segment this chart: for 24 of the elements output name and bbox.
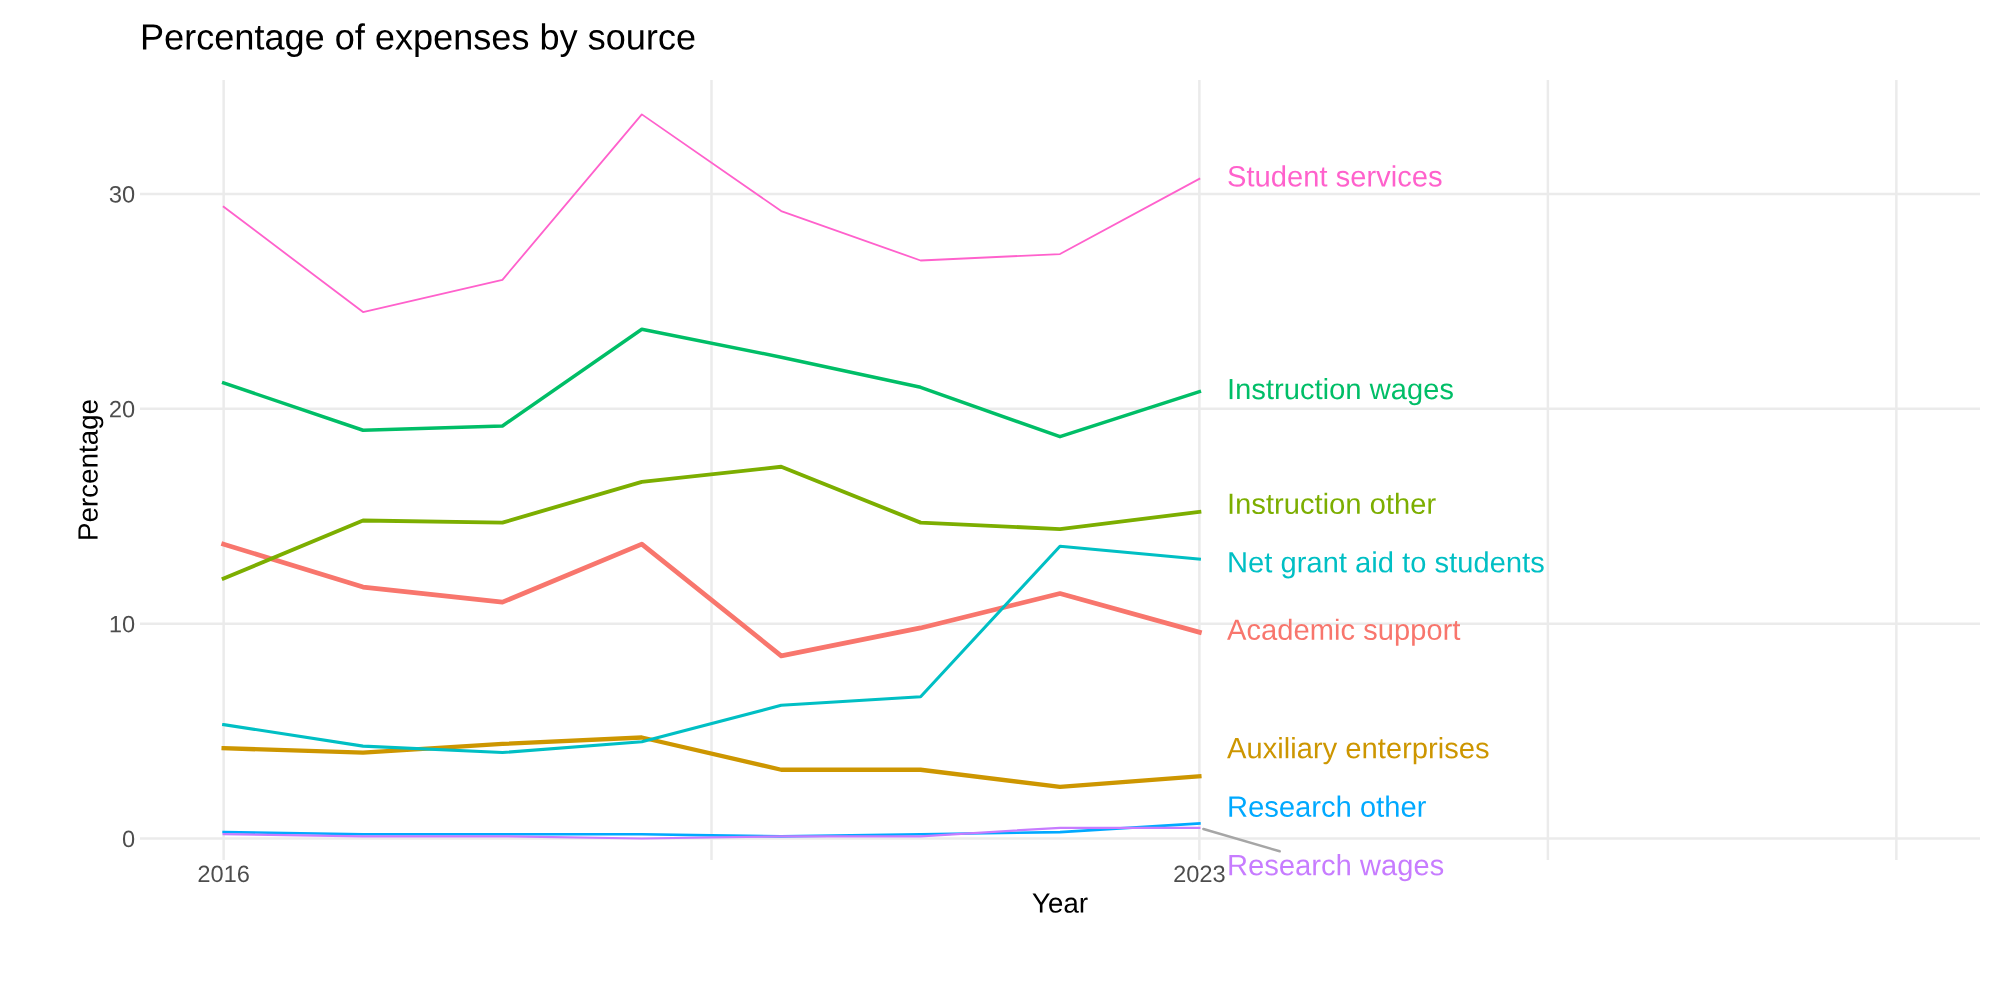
y-axis-title: Percentage: [78, 400, 104, 539]
chart-title: Percentage of expenses by source: [142, 23, 695, 57]
series-label: Student services: [1228, 165, 1442, 187]
y-tick-label: 30: [109, 185, 135, 203]
series-label: Research wages: [1229, 854, 1444, 882]
series-label: Auxiliary enterprises: [1227, 737, 1489, 765]
line-series: [222, 113, 1201, 313]
line-series: [222, 544, 1201, 755]
x-axis-title: Year: [1032, 893, 1088, 913]
series-label: Research other: [1229, 795, 1426, 817]
series-label: Academic support: [1227, 618, 1461, 646]
series-label: Instruction other: [1229, 492, 1436, 515]
line-series: [221, 541, 1202, 659]
line-series: [222, 826, 1201, 840]
line-series: [221, 464, 1202, 581]
series-label: Instruction wages: [1229, 377, 1453, 406]
y-tick-label: 0: [122, 830, 135, 848]
line-series: [221, 327, 1202, 439]
series-label: Net grant aid to students: [1229, 551, 1544, 579]
line-series: [221, 735, 1202, 790]
y-tick-label: 10: [110, 615, 135, 633]
y-tick-label: 20: [110, 400, 135, 418]
x-tick-label: 2023: [1174, 865, 1225, 883]
x-tick-label: 2016: [198, 865, 249, 883]
